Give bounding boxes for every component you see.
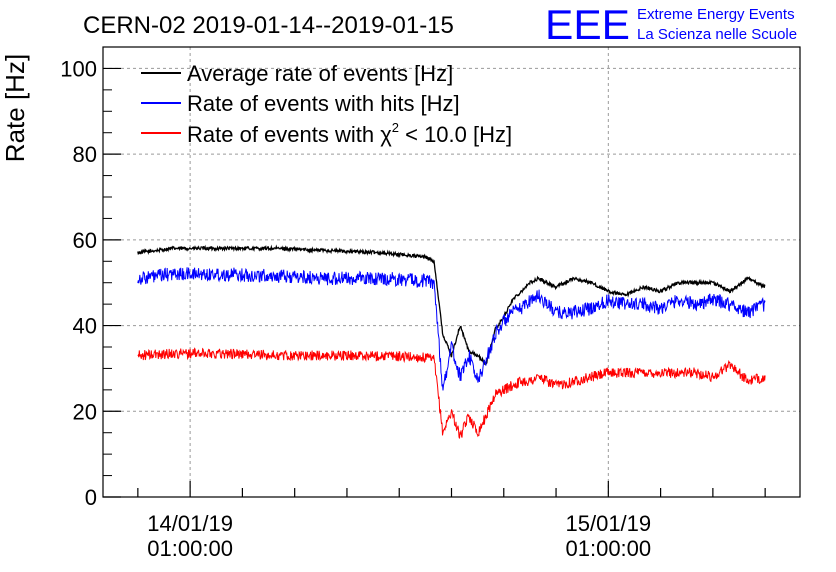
x-tick-label-time-0: 01:00:00 [147,536,233,561]
x-tick-label-date-1: 15/01/19 [566,511,652,536]
legend-label-chi2-sup: 2 [392,120,399,135]
eee-logo-mark: EEE [545,1,630,48]
x-tick-label-time-1: 01:00:00 [566,536,652,561]
y-axis-label: Rate [Hz] [0,54,30,162]
y-tick-label-20: 20 [73,399,97,424]
legend-label-average: Average rate of events [Hz] [187,61,453,86]
y-tick-label-60: 60 [73,228,97,253]
legend-label-chi2-tail: < 10.0 [Hz] [399,122,512,147]
x-tick-label-date-0: 14/01/19 [147,511,233,536]
y-tick-label-40: 40 [73,314,97,339]
axes: 02040608010014/01/1901:00:0015/01/1901:0… [60,46,801,561]
eee-logo-line2: La Scienza nelle Scuole [637,26,797,43]
chart-title: CERN-02 2019-01-14--2019-01-15 [83,12,454,39]
series-line-0 [137,244,766,365]
legend-label-chi2: Rate of events with χ2 < 10.0 [Hz] [187,120,512,147]
series-layer [137,244,766,439]
eee-logo-line1: Extreme Energy Events [637,6,795,23]
y-tick-label-0: 0 [85,485,97,510]
legend-label-hits: Rate of events with hits [Hz] [187,91,460,116]
y-tick-label-100: 100 [60,56,97,81]
y-tick-label-80: 80 [73,142,97,167]
eee-logo: EEE Extreme Energy Events La Scienza nel… [545,1,797,48]
legend: Average rate of events [Hz] Rate of even… [141,61,512,147]
series-line-1 [137,267,766,391]
legend-label-chi2-main: Rate of events with χ [187,122,392,147]
series-line-2 [137,347,766,439]
